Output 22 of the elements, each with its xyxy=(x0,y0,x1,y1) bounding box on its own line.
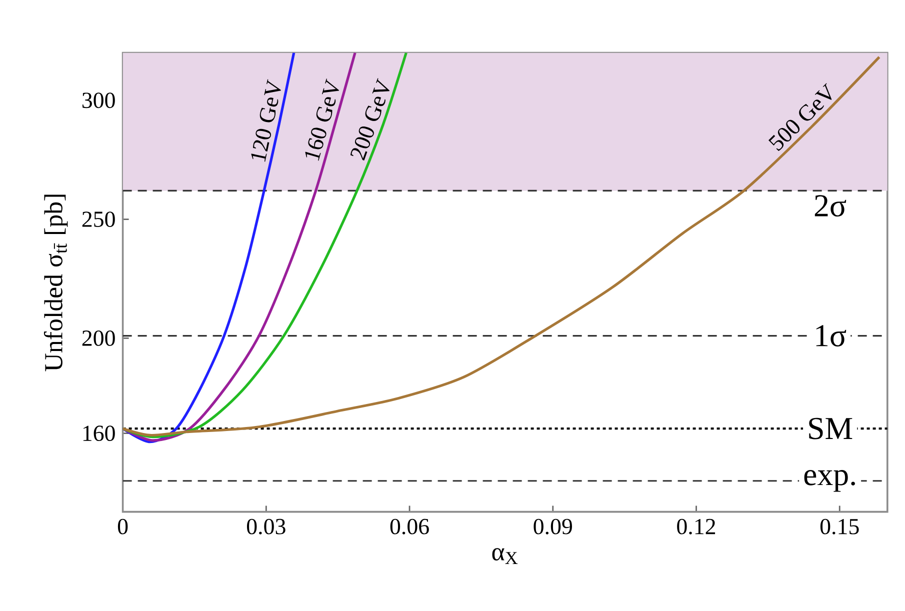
text: 120 GeV xyxy=(251,79,281,162)
y-axis-title: Unfolded σ$_{tt̄}$ [pb] xyxy=(44,194,68,372)
x-axis-title: α$_{X}$ xyxy=(492,548,518,564)
ref-line-label: exp. xyxy=(804,470,855,492)
x-tick-label: 0.15 xyxy=(820,518,859,534)
y-tick-label: 250 xyxy=(82,212,115,227)
y-tick-label: 160 xyxy=(83,426,115,442)
x-tick-label: 0.09 xyxy=(534,518,572,534)
ref-line-label: 2σ xyxy=(814,195,846,217)
x-tick-label: 0 xyxy=(118,518,128,534)
x-tick-label: 0.12 xyxy=(677,518,716,534)
x-tick-label: 0.03 xyxy=(246,518,286,534)
text: 200 GeV xyxy=(350,78,390,161)
line-series xyxy=(122,52,296,444)
line-series xyxy=(122,52,408,438)
y-tick-label: 200 xyxy=(82,330,115,346)
text: 500 GeV xyxy=(768,83,832,151)
y-tick-label: 300 xyxy=(82,92,115,108)
ref-line-label: 1σ xyxy=(816,325,846,346)
ref-line-label: SM xyxy=(809,418,852,440)
x-tick-label: 0.06 xyxy=(390,518,429,534)
text: 160 GeV xyxy=(305,78,340,161)
